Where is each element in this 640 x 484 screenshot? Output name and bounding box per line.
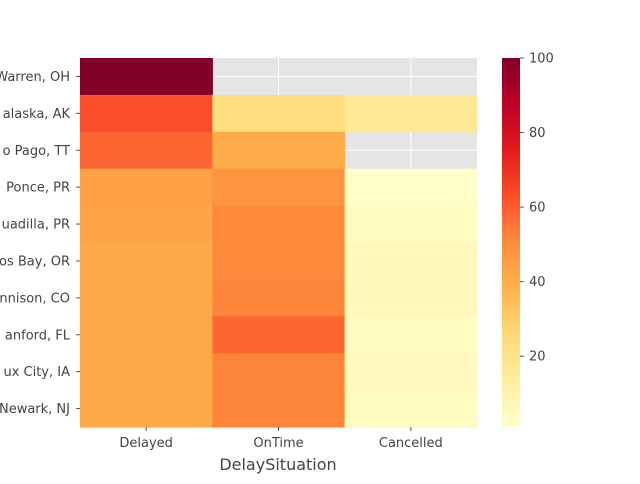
- heatmap-cell: [212, 242, 346, 280]
- heatmap-cell: [212, 205, 346, 244]
- y-tick-label: ux City, IA: [3, 365, 70, 380]
- y-tick-labels: Warren, OH alaska, AK o Pago, TT Ponce, PR u…: [0, 70, 71, 417]
- heatmap-cell: [212, 353, 346, 391]
- heatmap-cell: [212, 390, 346, 428]
- plot-area: [76, 58, 478, 431]
- x-tick-label: Cancelled: [379, 436, 443, 451]
- y-tick-label: alaska, AK: [3, 107, 71, 122]
- heatmap-cell: [344, 94, 478, 133]
- heatmap-cell: [344, 168, 478, 207]
- heatmap-cell: [212, 316, 346, 354]
- colorbar-tick-label: 60: [529, 201, 546, 216]
- heatmap-cell: [80, 205, 213, 244]
- heatmap-cell: [344, 353, 478, 391]
- heatmap-cell: [212, 131, 346, 170]
- heatmap-cell: [80, 58, 213, 96]
- colorbar-tick-label: 100: [529, 52, 554, 67]
- heatmap-cell: [344, 390, 478, 428]
- heatmap-cell: [344, 205, 478, 244]
- heatmap-cell: [80, 390, 213, 428]
- colorbar: 20 40 60 80 100: [502, 52, 554, 427]
- heatmap-cell: [80, 131, 213, 170]
- x-tick-label: OnTime: [253, 436, 303, 451]
- heatmap-cell: [80, 316, 213, 354]
- heatmap-cell: [80, 242, 213, 280]
- y-tick-label: Warren, OH: [0, 70, 70, 85]
- colorbar-gradient: [502, 58, 520, 427]
- y-tick-label: o Pago, TT: [3, 144, 70, 159]
- y-tick-label: uadilla, PR: [2, 218, 70, 233]
- colorbar-tick-label: 40: [529, 275, 546, 290]
- heatmap-cell: [80, 279, 213, 317]
- heatmap-cell: [212, 94, 346, 133]
- y-tick-label: Ponce, PR: [6, 181, 70, 196]
- heatmap-cell: [80, 94, 213, 133]
- colorbar-tick-label: 20: [529, 350, 546, 365]
- heatmap-cell: [344, 279, 478, 317]
- y-tick-label: anford, FL: [5, 328, 71, 343]
- x-tick-labels: Delayed OnTime Cancelled: [119, 436, 442, 451]
- heatmap-cell: [344, 242, 478, 280]
- heatmap-cell: [80, 168, 213, 207]
- heatmap-cell: [212, 168, 346, 207]
- y-tick-label: nnison, CO: [0, 291, 70, 306]
- heatmap-cell: [212, 279, 346, 317]
- x-axis-label: DelaySituation: [219, 455, 336, 474]
- heatmap-cells: [80, 58, 478, 428]
- x-tick-label: Delayed: [119, 436, 173, 451]
- heatmap-cell: [80, 353, 213, 391]
- colorbar-tick-label: 80: [529, 126, 546, 141]
- heatmap-cell: [344, 316, 478, 354]
- y-tick-label: Newark, NJ: [0, 402, 70, 417]
- y-tick-label: os Bay, OR: [0, 254, 70, 269]
